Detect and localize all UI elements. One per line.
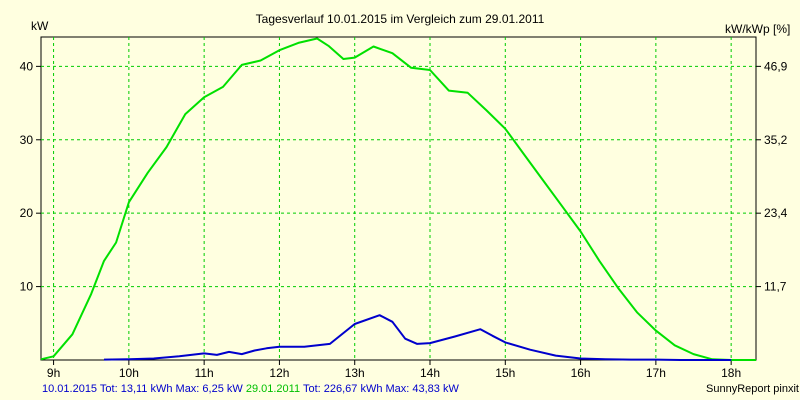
footer-credit: SunnyReport pinxit: [706, 383, 799, 395]
x-tick-label: 12h: [269, 366, 289, 380]
x-tick-label: 9h: [47, 366, 60, 380]
x-tick-label: 18h: [721, 366, 741, 380]
x-tick-label: 13h: [345, 366, 365, 380]
y-tick-label-left: 10: [20, 280, 34, 294]
x-tick-label: 15h: [495, 366, 515, 380]
x-tick-label: 14h: [420, 366, 440, 380]
plot-frame: [40, 36, 757, 361]
y-tick-label-left: 30: [20, 133, 34, 147]
y-tick-label-right: 11,7: [764, 280, 787, 294]
y-tick-label-right: 23,4: [764, 206, 788, 220]
y-axis-right-label: kW/kWp [%]: [725, 22, 791, 36]
series-line-1: [40, 37, 756, 361]
x-tick-label: 11h: [195, 366, 214, 380]
footer-series1-stats: Tot: 13,11 kWh Max: 6,25 kW: [99, 383, 243, 395]
x-tick-label: 16h: [571, 366, 591, 380]
y-tick-label-right: 35,2: [764, 133, 788, 147]
chart-title: Tagesverlauf 10.01.2015 im Vergleich zum…: [255, 12, 545, 26]
x-tick-label: 17h: [646, 366, 666, 380]
y-tick-label-left: 20: [20, 206, 34, 220]
footer-series2-stats: Tot: 226,67 kWh Max: 43,83 kW: [302, 383, 459, 395]
y-tick-label-right: 46,9: [764, 59, 788, 73]
series-line-2: [103, 314, 732, 361]
footer-series2-label: 29.01.2011: [245, 383, 301, 395]
x-tick-label: 10h: [119, 366, 139, 380]
y-axis-left-label: kW: [31, 19, 49, 33]
y-tick-label-left: 40: [20, 59, 34, 73]
footer-series1-label: 10.01.2015: [42, 383, 98, 395]
footer-summary: 10.01.2015 Tot: 13,11 kWh Max: 6,25 kW 2…: [42, 383, 459, 395]
